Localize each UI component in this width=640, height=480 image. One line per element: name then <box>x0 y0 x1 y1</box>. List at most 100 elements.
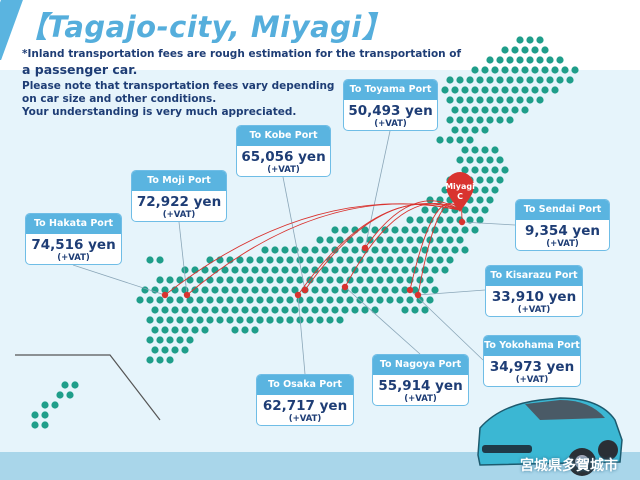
map-dot <box>186 276 194 284</box>
map-dot <box>496 116 504 124</box>
map-dot <box>491 186 499 194</box>
map-dot <box>471 106 479 114</box>
map-dot <box>251 266 259 274</box>
map-dot <box>426 296 434 304</box>
leader-line <box>344 286 421 355</box>
map-dot <box>481 146 489 154</box>
map-dot <box>256 296 264 304</box>
map-dot <box>526 76 534 84</box>
map-dot <box>451 126 459 134</box>
map-dot <box>456 116 464 124</box>
port-fee: 9,354 yen <box>525 223 600 239</box>
map-dot <box>481 106 489 114</box>
map-dot <box>456 236 464 244</box>
map-dot <box>471 146 479 154</box>
map-dot <box>371 226 379 234</box>
map-dot <box>411 226 419 234</box>
map-dot <box>406 216 414 224</box>
port-marker-kisarazu <box>414 291 422 299</box>
map-dot <box>286 296 294 304</box>
map-dot <box>206 316 214 324</box>
map-dot <box>381 286 389 294</box>
port-marker-kobe <box>301 286 309 294</box>
route-yokohama <box>409 203 461 291</box>
map-dot <box>156 356 164 364</box>
map-dot <box>511 86 519 94</box>
map-dot <box>361 286 369 294</box>
map-dot <box>286 256 294 264</box>
note-line-4: on car size and other conditions. <box>22 93 217 105</box>
map-dot <box>391 226 399 234</box>
map-dot <box>346 296 354 304</box>
port-vat: (+VAT) <box>517 305 551 315</box>
map-dot <box>326 296 334 304</box>
map-dot <box>451 246 459 254</box>
leader-line <box>72 264 166 296</box>
map-dot <box>231 306 239 314</box>
port-card-kobe: To Kobe Port 65,056 yen (+VAT) <box>236 125 331 177</box>
map-dot <box>411 246 419 254</box>
map-dot <box>381 226 389 234</box>
map-dot <box>366 296 374 304</box>
map-dot <box>336 256 344 264</box>
map-dot <box>271 266 279 274</box>
port-fee: 74,516 yen <box>31 237 116 253</box>
map-dot <box>446 96 454 104</box>
map-dot <box>216 276 224 284</box>
map-dot <box>521 86 529 94</box>
map-dot <box>276 256 284 264</box>
map-dot <box>341 266 349 274</box>
map-dot <box>216 296 224 304</box>
map-dot <box>476 176 484 184</box>
port-name: To Toyama Port <box>344 80 437 100</box>
map-dot <box>316 276 324 284</box>
page-title: 【Tagajo-city, Miyagi】 <box>18 10 392 44</box>
port-fee: 55,914 yen <box>378 378 463 394</box>
map-dot <box>351 306 359 314</box>
map-dot <box>386 256 394 264</box>
map-dot <box>256 256 264 264</box>
map-dot <box>221 286 229 294</box>
port-fee: 34,973 yen <box>489 359 575 375</box>
map-dot <box>381 246 389 254</box>
map-dot <box>401 286 409 294</box>
map-dot <box>476 196 484 204</box>
map-dot <box>311 246 319 254</box>
map-dot <box>241 306 249 314</box>
map-dot <box>201 286 209 294</box>
map-dot <box>471 66 479 74</box>
map-dot <box>256 276 264 284</box>
map-dot <box>221 306 229 314</box>
map-dot <box>436 256 444 264</box>
map-dot <box>196 316 204 324</box>
port-marker-hakata <box>161 291 169 299</box>
port-vat: (+VAT) <box>162 210 196 220</box>
note-line-5: Your understanding is very much apprecia… <box>22 106 297 118</box>
map-dot <box>146 296 154 304</box>
pin-label: Miyagi <box>445 182 475 191</box>
map-dot <box>276 296 284 304</box>
map-dot <box>401 226 409 234</box>
map-dot <box>361 266 369 274</box>
map-dot <box>471 126 479 134</box>
map-dot <box>156 336 164 344</box>
map-dot <box>496 76 504 84</box>
map-dot <box>336 316 344 324</box>
miyagi-pin: Miyagi C <box>445 172 475 212</box>
map-dot <box>511 46 519 54</box>
map-dot <box>486 196 494 204</box>
map-dot <box>161 346 169 354</box>
map-dot <box>446 236 454 244</box>
leader-line <box>461 221 516 226</box>
map-dot <box>331 286 339 294</box>
map-dot <box>251 326 259 334</box>
map-dot <box>281 286 289 294</box>
map-dot <box>186 316 194 324</box>
map-dot <box>426 196 434 204</box>
map-dot <box>181 326 189 334</box>
map-dot <box>151 286 159 294</box>
map-dot <box>341 306 349 314</box>
map-dot <box>461 226 469 234</box>
map-dot <box>71 381 79 389</box>
map-dot <box>246 296 254 304</box>
